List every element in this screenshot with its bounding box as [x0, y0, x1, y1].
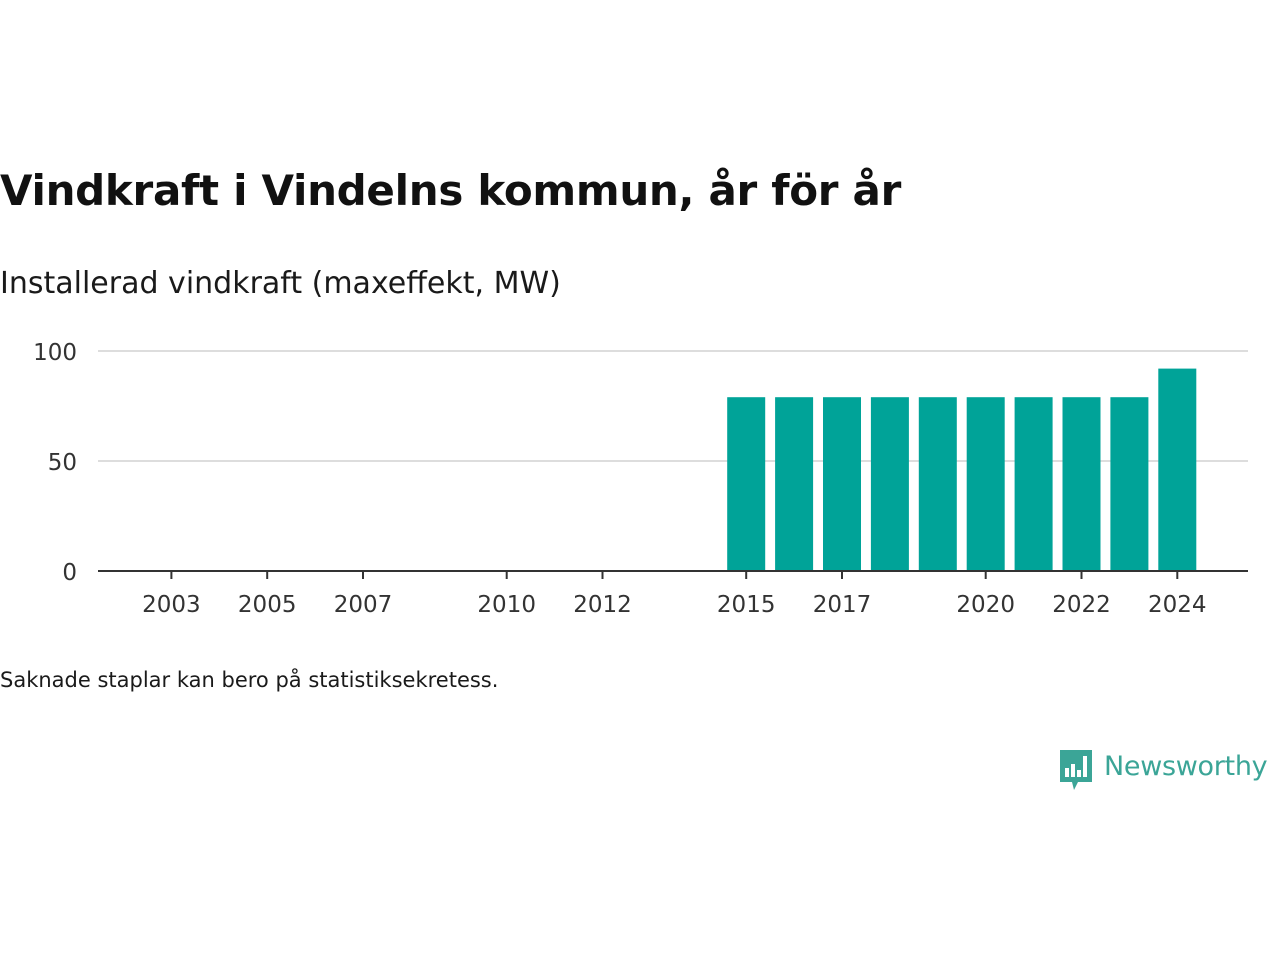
x-axis-ticks: 2003 2005 2007 2010 2012 2015 2017 2020 2022 2024: [142, 571, 1207, 618]
bar: [1158, 368, 1197, 571]
y-tick-label: 50: [48, 450, 77, 476]
brand-name: Newsworthy: [1104, 750, 1268, 782]
x-tick-label: 2017: [813, 592, 872, 618]
x-tick-label: 2024: [1148, 592, 1207, 618]
bar: [1014, 397, 1053, 571]
x-tick-label: 2022: [1052, 592, 1111, 618]
newsworthy-bar-chart-logo-icon: [1060, 750, 1092, 790]
y-tick-label: 0: [62, 560, 77, 586]
bar: [775, 397, 814, 571]
brand: Newsworthy: [1058, 748, 1268, 794]
x-tick-label: 2007: [334, 592, 393, 618]
x-tick-label: 2003: [142, 592, 201, 618]
x-tick-label: 2010: [477, 592, 536, 618]
x-tick-label: 2015: [717, 592, 776, 618]
bar: [966, 397, 1005, 571]
chart-title: Vindkraft i Vindelns kommun, år för år: [0, 166, 901, 215]
bar: [823, 397, 861, 571]
bar: [1062, 397, 1101, 571]
x-tick-label: 2012: [573, 592, 632, 618]
x-tick-label: 2005: [238, 592, 297, 618]
chart-subtitle: Installerad vindkraft (maxeffekt, MW): [0, 266, 561, 301]
y-axis-ticks: 0 50 100: [33, 340, 77, 586]
bar: [1110, 397, 1149, 571]
bar: [727, 397, 766, 571]
gridlines: [98, 350, 1248, 462]
y-tick-label: 100: [33, 340, 77, 366]
footnote: Saknade staplar kan bero på statistiksek…: [0, 668, 499, 692]
bar: [870, 397, 909, 571]
x-tick-label: 2020: [956, 592, 1015, 618]
bars: [727, 368, 1197, 571]
bar: [918, 397, 957, 571]
